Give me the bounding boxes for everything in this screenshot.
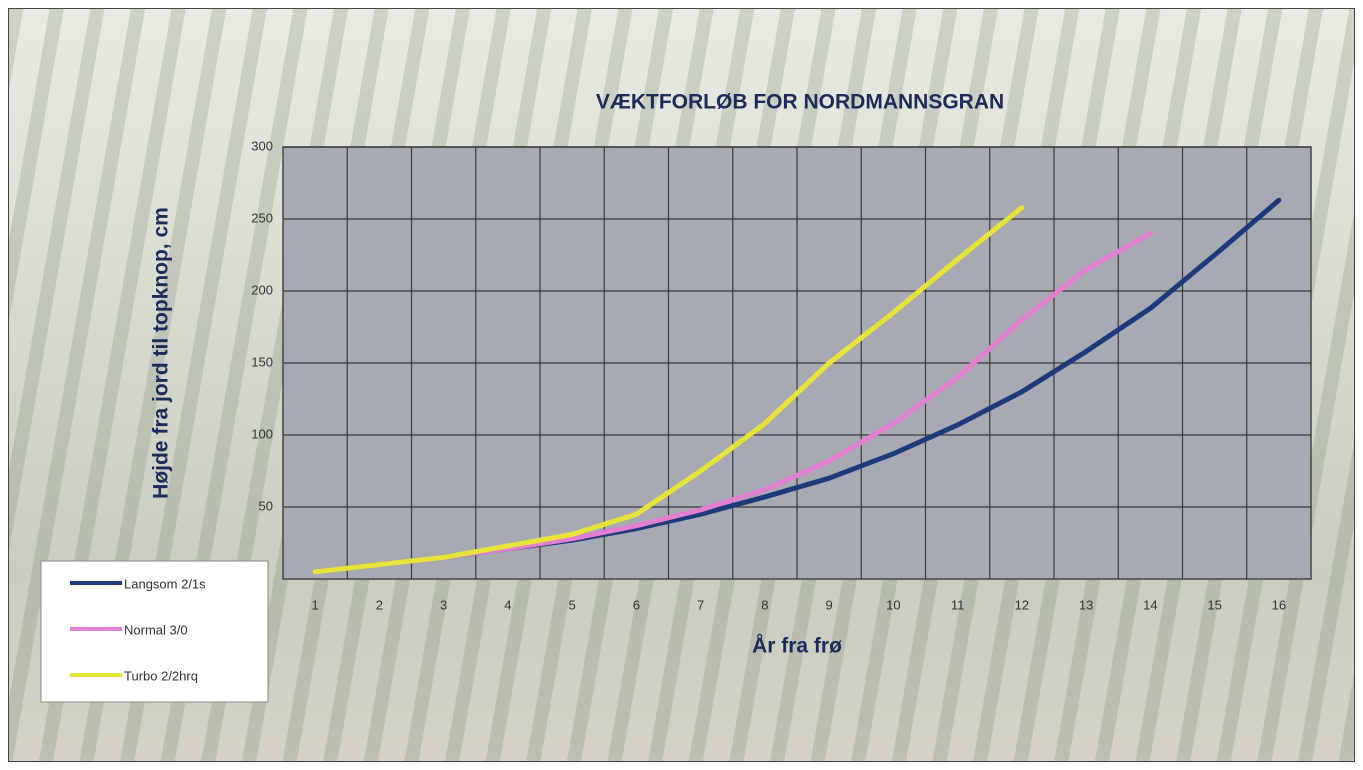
- x-tick-label: 12: [1015, 597, 1029, 612]
- x-tick-label: 2: [376, 597, 383, 612]
- x-tick-label: 9: [826, 597, 833, 612]
- x-tick-label: 8: [761, 597, 768, 612]
- y-tick-label: 100: [251, 426, 273, 441]
- y-axis-label: Højde fra jord til topknop, cm: [150, 207, 173, 499]
- x-axis-label: År fra frø: [752, 634, 842, 658]
- y-tick-label: 300: [251, 138, 273, 153]
- y-tick-label: 150: [251, 354, 273, 369]
- y-tick-label: 200: [251, 282, 273, 297]
- y-tick-label: 50: [259, 498, 273, 513]
- x-tick-label: 3: [440, 597, 447, 612]
- y-tick-label: 250: [251, 210, 273, 225]
- x-tick-label: 6: [633, 597, 640, 612]
- x-tick-label: 11: [951, 597, 965, 612]
- chart-title: VÆKTFORLØB FOR NORDMANNSGRAN: [596, 91, 1004, 114]
- x-tick-label: 4: [504, 597, 511, 612]
- x-tick-label: 10: [886, 597, 900, 612]
- x-tick-label: 1: [312, 597, 319, 612]
- legend-label: Langsom 2/1s: [124, 576, 206, 591]
- legend-label: Turbo 2/2hrq: [124, 668, 198, 683]
- legend-label: Normal 3/0: [124, 622, 188, 637]
- x-tick-label: 7: [697, 597, 704, 612]
- chart: VÆKTFORLØB FOR NORDMANNSGRAN År fra frø …: [0, 0, 1363, 770]
- x-tick-label: 16: [1272, 597, 1286, 612]
- x-tick-label: 14: [1143, 597, 1157, 612]
- x-tick-label: 5: [569, 597, 576, 612]
- x-tick-label: 13: [1079, 597, 1093, 612]
- x-tick-label: 15: [1207, 597, 1221, 612]
- page: VÆKTFORLØB FOR NORDMANNSGRAN År fra frø …: [0, 0, 1363, 770]
